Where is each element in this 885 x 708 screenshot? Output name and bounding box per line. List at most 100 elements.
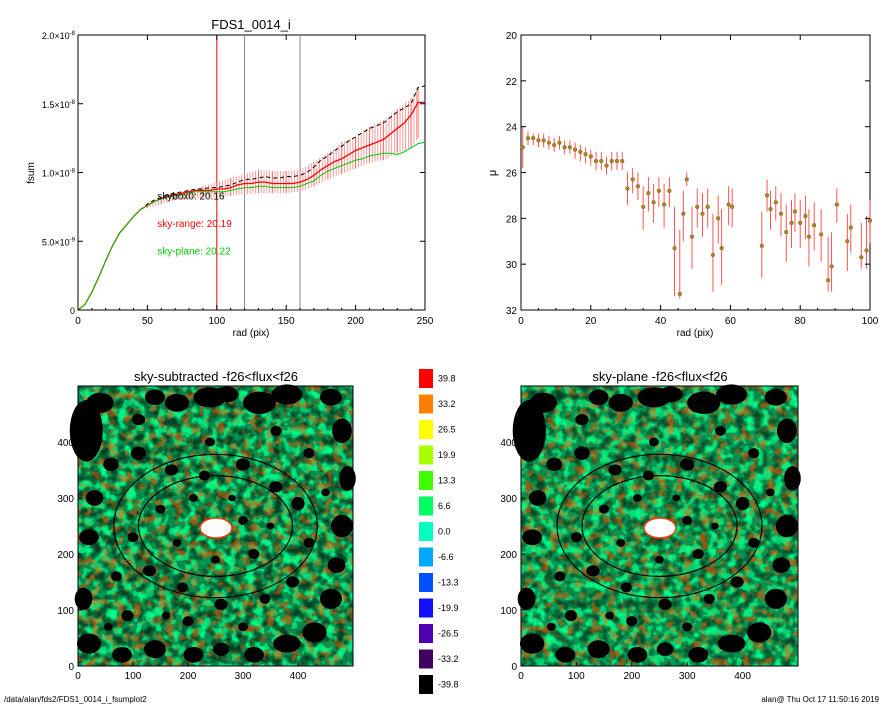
y-tick-label: 100 — [500, 606, 517, 617]
x-tick-label: 100 — [125, 671, 142, 682]
y-tick-label: 0 — [511, 662, 517, 673]
colorbar-swatch — [419, 522, 433, 541]
galaxy-core — [199, 517, 233, 539]
galaxy-core — [643, 517, 677, 539]
data-point — [536, 138, 541, 143]
masked-source — [212, 642, 230, 656]
masked-source — [682, 515, 693, 525]
masked-source — [711, 522, 719, 530]
masked-source — [228, 494, 236, 502]
colorbar-label: 0.0 — [438, 527, 451, 537]
data-point — [531, 136, 536, 141]
masked-source — [144, 640, 166, 659]
masked-source — [703, 593, 715, 604]
data-point — [588, 154, 593, 159]
data-point — [609, 158, 614, 164]
masked-source — [748, 448, 760, 459]
masked-source — [127, 532, 139, 543]
x-tick-label: 40 — [655, 316, 667, 327]
data-point — [552, 142, 557, 148]
masked-source — [656, 642, 674, 656]
masked-source — [291, 496, 305, 511]
data-point — [826, 278, 831, 283]
aperture-ellipse — [581, 475, 738, 578]
masked-source — [519, 633, 545, 654]
sky-plane-map — [512, 384, 801, 666]
masked-source — [285, 576, 300, 588]
masked-source — [172, 538, 182, 547]
masked-source — [131, 414, 146, 426]
data-point — [859, 255, 864, 260]
x-tick-label: 200 — [180, 671, 197, 682]
sky-plane-image: sky-plane -f26<flux<f26 0 100 200 300 400 0 10… — [500, 369, 801, 682]
masked-source — [784, 466, 801, 491]
masked-source — [627, 646, 648, 663]
footer-path: /data/alan/fds2/FDS1_0014_i_fsumplot2 — [4, 695, 147, 704]
masked-source — [339, 466, 356, 491]
y-tick-label: 100 — [57, 606, 74, 617]
masked-source — [248, 548, 260, 560]
masked-source — [164, 393, 190, 412]
masked-source — [616, 538, 626, 547]
masked-source — [692, 548, 704, 560]
masked-source — [688, 646, 709, 663]
data-point — [845, 239, 850, 244]
masked-source — [658, 386, 683, 403]
sky-plane-title: sky-plane -f26<flux<f26 — [592, 369, 727, 384]
data-point — [635, 184, 641, 189]
x-tick-label: 80 — [795, 316, 807, 327]
data-point — [695, 204, 700, 209]
data-point — [730, 204, 735, 209]
x-tick-label: 300 — [679, 671, 696, 682]
data-point — [546, 140, 552, 145]
y-tick-label: 20 — [506, 31, 518, 42]
data-point — [651, 200, 656, 205]
data-point — [798, 220, 803, 226]
data-point — [567, 145, 572, 150]
masked-source — [164, 464, 179, 476]
masked-source — [112, 646, 132, 663]
data-point — [773, 200, 778, 205]
y-tick-label: 300 — [57, 494, 74, 505]
x-tick-label: 400 — [290, 671, 307, 682]
mu-profile-plot: rad (pix) μ 0 20 40 60 80 100 20 22 24 26 28 30 32 — [487, 31, 879, 339]
series-line-skybox0 — [77, 85, 426, 311]
data-point — [759, 243, 764, 248]
x-tick-label: 300 — [235, 671, 252, 682]
data-point — [700, 211, 705, 216]
y-tick-label: 1.0×10-8 — [42, 169, 76, 179]
masked-source — [161, 611, 171, 620]
masked-source — [605, 611, 615, 620]
masked-source — [76, 633, 102, 654]
sky-plane-frame — [520, 385, 799, 667]
data-point — [710, 252, 716, 258]
masked-source — [238, 515, 248, 525]
data-point — [681, 211, 686, 216]
y-tick-label: 32 — [506, 306, 518, 317]
y-tick-label: 24 — [506, 123, 518, 134]
masked-source — [554, 571, 566, 582]
masked-source — [273, 634, 301, 653]
data-point — [834, 202, 839, 207]
masked-source — [266, 522, 275, 530]
colorbar-label: -33.2 — [438, 654, 459, 664]
data-point — [792, 209, 798, 214]
masked-source — [103, 622, 113, 631]
masked-source — [214, 386, 239, 403]
data-point — [625, 186, 630, 191]
masked-source — [522, 529, 543, 546]
masked-source — [211, 555, 220, 564]
colorbar-swatch — [419, 420, 433, 439]
masked-source — [130, 446, 147, 460]
data-point — [719, 246, 724, 251]
masked-source — [608, 464, 622, 476]
colorbar-swatch — [419, 547, 433, 567]
x-tick-label: 50 — [142, 316, 154, 327]
masked-source — [303, 537, 315, 548]
series-line-sky-range — [77, 101, 425, 311]
masked-source — [271, 384, 303, 405]
masked-source — [321, 488, 330, 497]
aperture-ellipse — [556, 453, 763, 599]
masked-source — [626, 616, 638, 627]
masked-source — [586, 565, 600, 577]
